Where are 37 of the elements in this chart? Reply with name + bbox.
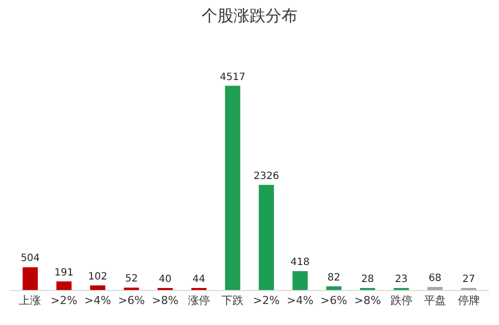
- data-label: 102: [88, 271, 108, 282]
- chart-title: 个股涨跌分布: [202, 6, 298, 25]
- data-label: 4517: [220, 72, 246, 83]
- bar: [225, 86, 240, 290]
- x-tick-label: >4%: [286, 294, 314, 308]
- bar: [427, 286, 443, 290]
- data-label: 27: [462, 274, 476, 285]
- bar: [22, 267, 38, 290]
- data-label: 52: [125, 274, 138, 285]
- x-tick-label: >6%: [320, 294, 348, 308]
- data-label: 418: [290, 257, 310, 268]
- x-tick-label: 跌停: [390, 294, 412, 308]
- x-tick-label: >2%: [50, 294, 78, 308]
- bar: [292, 271, 308, 290]
- data-label: 68: [428, 272, 442, 284]
- bar: [258, 184, 274, 290]
- data-label: 2326: [254, 170, 280, 182]
- x-tick-label: >8%: [354, 294, 381, 308]
- x-tick-label: 停牌: [458, 294, 480, 308]
- x-tick-label: 平盘: [424, 294, 446, 308]
- x-tick-label: 上涨: [19, 294, 42, 308]
- x-tick-label: 下跌: [222, 294, 244, 308]
- x-tick-label: >4%: [84, 294, 112, 308]
- data-label: 504: [20, 253, 40, 264]
- bar: [326, 286, 342, 290]
- data-label: 28: [361, 274, 374, 285]
- data-label: 23: [394, 274, 408, 285]
- bar: [90, 285, 106, 290]
- data-label: 40: [158, 274, 172, 285]
- x-tick-label: >8%: [152, 294, 179, 308]
- x-tick-label: 涨停: [188, 294, 210, 308]
- bar: [56, 281, 72, 290]
- x-tick-label: >6%: [118, 294, 145, 308]
- data-label: 44: [192, 274, 206, 285]
- data-label: 82: [327, 272, 340, 284]
- x-tick-label: >2%: [253, 294, 280, 308]
- data-label: 191: [54, 267, 74, 278]
